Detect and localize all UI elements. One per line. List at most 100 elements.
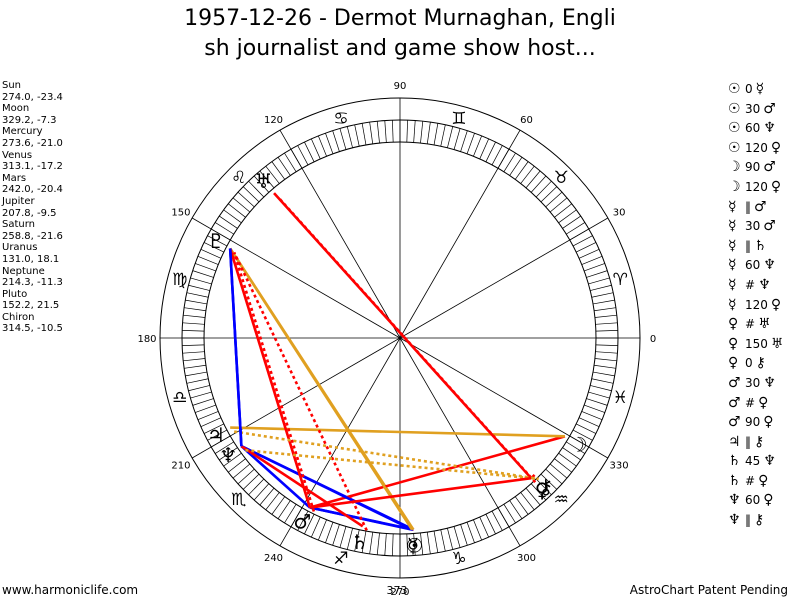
degree-tick — [485, 141, 496, 162]
degree-tick — [369, 122, 374, 144]
planet-glyph-icon: ⚷ — [754, 512, 765, 529]
degree-tick — [514, 161, 529, 180]
spoke-line — [399, 337, 609, 459]
angle-label: 90 — [394, 81, 407, 92]
planet-glyph-icon: ⚷ — [538, 474, 553, 498]
degree-tick — [554, 203, 573, 218]
planet-glyph-icon: ♀ — [763, 414, 774, 431]
degree-tick — [525, 487, 541, 506]
aspect-row: ☿ 60 ♆ — [728, 256, 785, 276]
degree-tick — [369, 532, 374, 554]
degree-tick — [581, 256, 603, 265]
degree-tick — [578, 249, 600, 259]
planet-glyph-icon: ♄ — [728, 453, 741, 470]
spoke-line — [191, 337, 401, 459]
degree-tick — [182, 322, 205, 325]
aspect-row: ☽ 120 ♀ — [728, 178, 785, 198]
degree-tick — [195, 263, 216, 272]
degree-tick — [576, 242, 597, 253]
degree-tick — [376, 532, 380, 555]
degree-tick — [311, 138, 321, 160]
degree-tick — [530, 175, 547, 193]
degree-tick — [509, 500, 523, 519]
degree-tick — [227, 458, 246, 473]
aspect-value: 90 — [745, 160, 761, 175]
planet-glyph-icon: ♂ — [293, 510, 311, 534]
degree-tick — [594, 307, 616, 312]
planet-coords: 242.0, -20.4 — [2, 184, 63, 196]
zodiac-sign-icon: ♌ — [231, 168, 246, 188]
planet-glyph-icon: ♀ — [763, 492, 774, 509]
aspect-row: ♆ ‖ ⚷ — [728, 511, 785, 531]
planet-coords: 314.5, -10.5 — [2, 323, 63, 335]
degree-tick — [184, 364, 206, 369]
zodiac-sign-icon: ♑ — [451, 549, 466, 569]
aspect-row: ♆ 60 ♀ — [728, 491, 785, 511]
aspect-line — [230, 426, 565, 438]
degree-tick — [420, 121, 424, 144]
degree-tick — [572, 429, 593, 441]
planet-coords: 214.3, -11.3 — [2, 277, 63, 289]
degree-tick — [581, 411, 603, 420]
degree-tick — [183, 314, 206, 318]
spoke-line — [279, 337, 401, 547]
footer-website[interactable]: www.harmoniclife.com — [2, 583, 139, 597]
degree-tick — [479, 516, 489, 538]
planet-coords: 329.2, -7.3 — [2, 114, 57, 126]
degree-tick — [361, 530, 367, 553]
degree-tick — [182, 344, 205, 346]
aspect-line — [245, 448, 539, 481]
angle-label: 60 — [520, 115, 533, 126]
aspect-value: ‖ — [745, 513, 751, 528]
degree-tick — [185, 371, 208, 377]
planet-glyph-icon: ♆ — [763, 374, 776, 391]
degree-tick — [392, 120, 394, 143]
aspect-row: ☿ ‖ ♄ — [728, 237, 785, 257]
degree-tick — [545, 191, 563, 208]
planet-glyph-icon: ♆ — [219, 443, 237, 467]
angle-label: 210 — [171, 461, 190, 472]
planet-glyph-icon: ♆ — [763, 257, 776, 274]
planet-coords: 152.2, 21.5 — [2, 300, 60, 312]
degree-tick — [433, 123, 439, 146]
degree-tick — [588, 391, 610, 399]
aspect-line — [240, 445, 364, 528]
degree-tick — [265, 492, 280, 511]
planet-glyph-icon: ♃ — [207, 423, 225, 447]
degree-tick — [192, 270, 214, 278]
degree-tick — [594, 314, 617, 318]
degree-tick — [297, 145, 309, 166]
degree-tick — [590, 284, 612, 291]
planet-glyph-icon: ♂ — [754, 198, 767, 215]
degree-tick — [232, 463, 251, 479]
planet-glyph-icon: ☿ — [755, 81, 765, 97]
degree-tick — [566, 222, 586, 235]
degree-tick — [406, 120, 408, 143]
degree-tick — [584, 404, 605, 413]
planet-coords: 273.6, -21.0 — [2, 137, 63, 149]
degree-tick — [595, 322, 618, 325]
degree-tick — [590, 385, 612, 392]
aspect-line — [309, 435, 566, 509]
degree-tick — [586, 398, 608, 406]
planet-glyph-icon: ♀ — [770, 139, 782, 156]
aspect-value: 30 — [745, 101, 761, 116]
degree-tick — [530, 483, 547, 501]
degree-tick — [491, 510, 503, 531]
planet-glyph-icon: ♂ — [728, 414, 741, 431]
zodiac-sign-icon: ♎ — [172, 388, 187, 408]
degree-tick — [318, 135, 327, 157]
degree-tick — [503, 152, 516, 172]
planet-position-list: Sun 274.0, -23.4 Moon 329.2, -7.3 Mercury 273… — [2, 80, 63, 335]
aspect-value: 30 — [745, 219, 761, 234]
degree-tick — [460, 524, 468, 546]
degree-tick — [325, 133, 334, 154]
aspect-row: ☽ 90 ♂ — [728, 158, 785, 178]
aspect-value: ‖ — [745, 199, 751, 214]
degree-tick — [188, 284, 210, 291]
degree-tick — [237, 468, 255, 485]
aspect-value: 120 — [745, 297, 768, 312]
degree-tick — [485, 514, 496, 535]
planet-glyph-icon: ♂ — [763, 218, 776, 235]
zodiac-sign-icon: ♍ — [172, 270, 187, 290]
